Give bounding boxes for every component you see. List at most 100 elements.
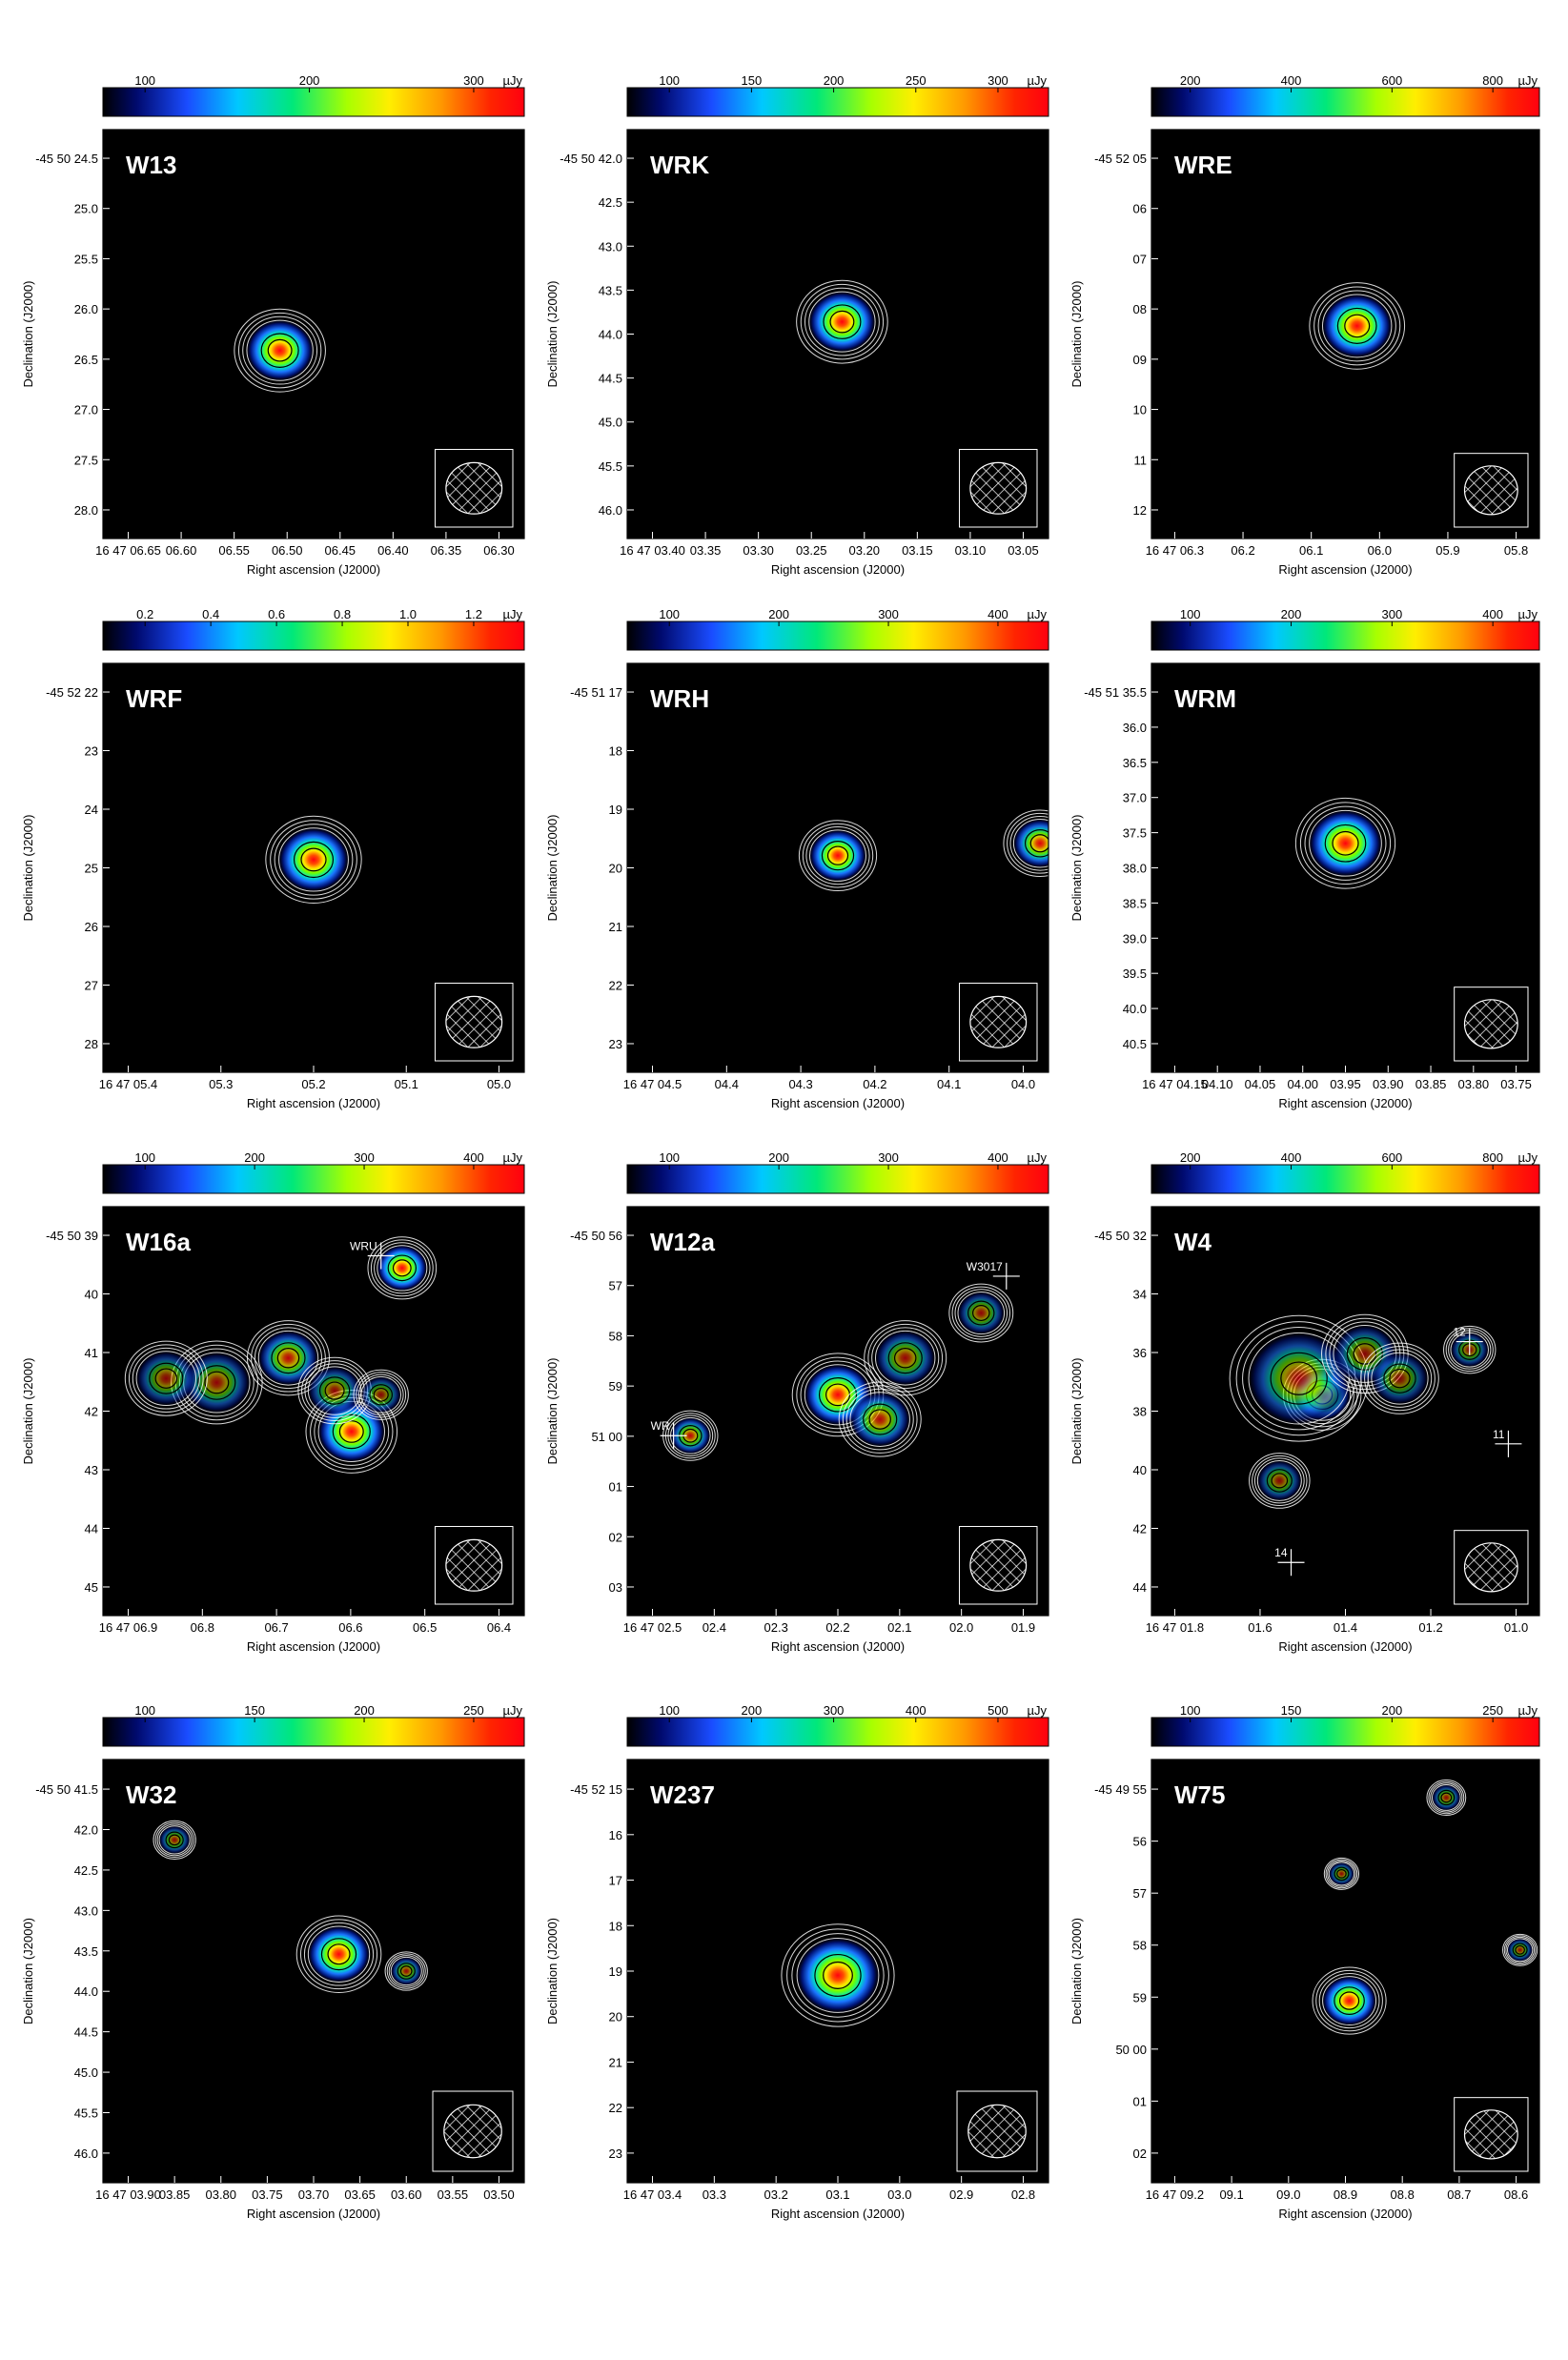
source-name: W16a <box>126 1228 191 1256</box>
y-tick-label: 45.0 <box>599 416 622 430</box>
y-tick-label: 06 <box>1133 202 1147 216</box>
colorbar <box>626 87 1049 117</box>
colorbar-tick-label: 150 <box>742 73 763 88</box>
y-tick-label: 59 <box>1133 1990 1147 2004</box>
contour-line <box>893 1347 917 1369</box>
colorbar-tick-label: 200 <box>244 1150 265 1165</box>
contour-line <box>156 1823 193 1857</box>
y-tick-label: 43.0 <box>599 239 622 254</box>
beam-ellipse <box>443 2104 502 2159</box>
x-tick-label: 04.3 <box>788 1077 812 1091</box>
colorbar-tick-label: 200 <box>742 1703 763 1718</box>
x-axis-label: Right ascension (J2000) <box>247 1639 380 1654</box>
x-tick-label: 04.4 <box>715 1077 739 1091</box>
marker-label: 14 <box>1274 1546 1288 1559</box>
contour-line <box>1322 294 1393 358</box>
colorbar <box>1151 621 1540 651</box>
y-axis-label: Declination (J2000) <box>1069 1357 1084 1464</box>
source-emission <box>1321 294 1393 358</box>
y-tick-label: 43.0 <box>74 1903 98 1918</box>
colorbar-tick-label: 100 <box>134 73 155 88</box>
y-axis-label: Declination (J2000) <box>21 1918 35 2024</box>
source-emission <box>1256 1460 1302 1501</box>
contour-line <box>149 1362 184 1394</box>
source-emission <box>1371 1352 1429 1405</box>
contour-line <box>1367 1349 1433 1408</box>
x-tick-label: 05.8 <box>1504 543 1528 558</box>
source-name: W13 <box>126 151 176 179</box>
beam-ellipse <box>445 995 503 1048</box>
y-tick-label: 44.5 <box>599 372 622 386</box>
contour-line <box>1270 1352 1328 1405</box>
beam-box <box>1454 453 1529 528</box>
contour-line <box>864 1320 947 1396</box>
y-tick-label: 27 <box>85 978 98 992</box>
contour-line <box>1512 1943 1528 1958</box>
beam-ellipse <box>1463 2109 1518 2160</box>
source-emission <box>670 1416 711 1455</box>
y-tick-label: 26 <box>85 920 98 934</box>
y-tick-label: 21 <box>609 920 622 934</box>
x-tick-label: 06.45 <box>325 543 356 558</box>
y-tick-label: 23 <box>85 744 98 759</box>
contour-line <box>374 1242 431 1294</box>
contour-line <box>1029 834 1049 853</box>
colorbar-tick-label: 800 <box>1482 73 1503 88</box>
contour-line <box>1323 1857 1360 1890</box>
contour-line <box>384 1951 428 1991</box>
y-tick-label: 27.5 <box>74 453 98 467</box>
contour-line <box>265 815 362 905</box>
colorbar-tick-label: 250 <box>906 73 927 88</box>
y-tick-label: 40.5 <box>1123 1037 1147 1051</box>
contour-line <box>1334 1986 1365 2015</box>
x-tick-label: 09.0 <box>1276 2187 1300 2202</box>
marker-label: WRU <box>350 1239 377 1252</box>
contour-line <box>786 1928 889 2023</box>
y-axis-label: Declination (J2000) <box>1069 280 1084 387</box>
beam-box <box>434 982 514 1062</box>
y-tick-label: -45 51 35.5 <box>1084 685 1147 700</box>
y-tick-label: 58 <box>1133 1939 1147 1953</box>
contour-line <box>132 1347 200 1410</box>
beam-ellipse <box>1463 999 1518 1049</box>
x-axis-label: Right ascension (J2000) <box>1278 1639 1412 1654</box>
x-tick-label: 03.2 <box>764 2187 788 2202</box>
contour-line <box>307 1366 362 1415</box>
y-tick-label: 40 <box>1133 1463 1147 1477</box>
contour-line <box>957 1291 1006 1335</box>
colorbar-tick-label: 100 <box>134 1150 155 1165</box>
x-tick-label: 03.05 <box>1008 543 1039 558</box>
y-tick-label: 19 <box>609 1964 622 1979</box>
contour-line <box>276 1347 300 1369</box>
contour-line <box>871 1327 940 1390</box>
source-name: WRM <box>1174 684 1236 713</box>
colorbar <box>1151 87 1540 117</box>
contour-line <box>324 1381 345 1400</box>
contour-line <box>1432 1783 1461 1811</box>
colorbar-unit: µJy <box>1028 1703 1048 1718</box>
y-tick-label: 22 <box>609 2101 622 2115</box>
y-tick-label: 39.5 <box>1123 966 1147 981</box>
contour-line <box>967 1300 995 1326</box>
contour-line <box>135 1351 197 1407</box>
contour-line <box>798 820 878 892</box>
contour-line <box>1324 824 1367 863</box>
contour-line <box>821 840 855 871</box>
x-tick-label: 08.8 <box>1391 2187 1415 2202</box>
x-tick-label: 03.80 <box>1458 1077 1490 1091</box>
panel-WRK: 100 150 200 250 300 µJy WRK -45 50 42.0 42.5 43.0… <box>543 73 1058 596</box>
colorbar-tick-label: 200 <box>1281 607 1302 621</box>
x-tick-label: 16 47 03.4 <box>623 2187 682 2202</box>
x-tick-label: 03.95 <box>1330 1077 1361 1091</box>
contour-line <box>804 287 880 356</box>
y-tick-label: 23 <box>609 2146 622 2161</box>
colorbar-tick-label: 200 <box>1180 1150 1201 1165</box>
contour-line <box>237 312 322 389</box>
x-axis-label: Right ascension (J2000) <box>771 1639 905 1654</box>
colorbar-tick-label: 0.4 <box>202 607 219 621</box>
colorbar-tick-label: 600 <box>1381 73 1402 88</box>
contour-line <box>809 829 866 882</box>
contour-line <box>1304 805 1387 881</box>
x-tick-label: 06.2 <box>1231 543 1254 558</box>
colorbar-tick-label: 100 <box>659 1703 680 1718</box>
